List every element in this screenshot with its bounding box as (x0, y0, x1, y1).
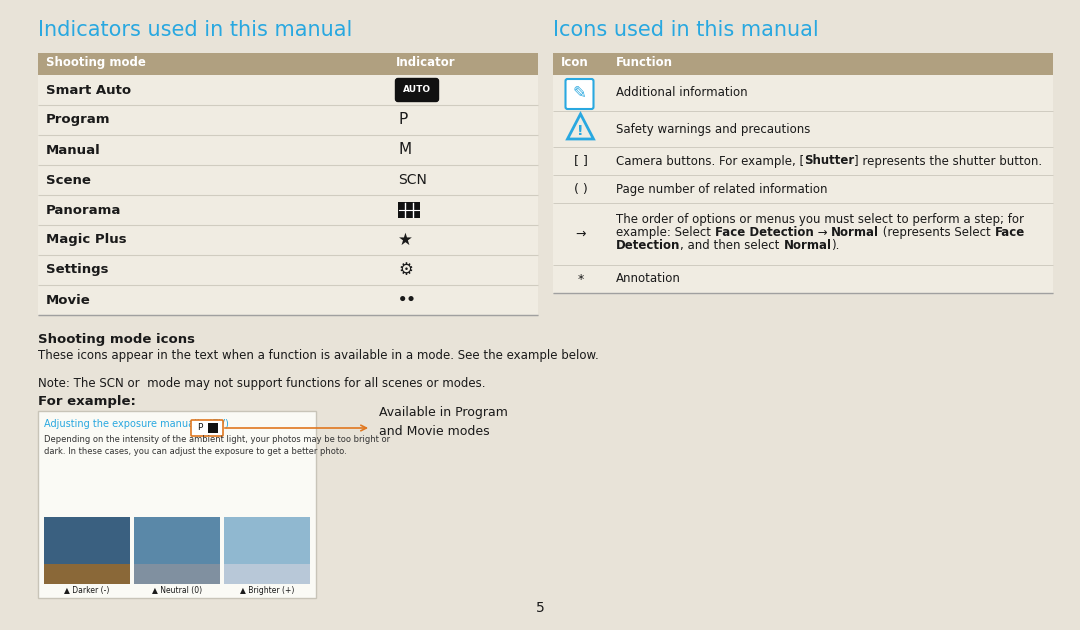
Bar (399, 202, 420, 218)
Text: example: Select: example: Select (616, 226, 715, 239)
Bar (38, 135, 538, 165)
Text: SCN: SCN (399, 173, 427, 187)
Text: Face: Face (995, 226, 1025, 239)
Text: *: * (578, 273, 583, 285)
Text: Function: Function (616, 56, 673, 69)
Text: Note: The SCN or  mode may not support functions for all scenes or modes.: Note: The SCN or mode may not support fu… (38, 377, 486, 390)
Text: Indicators used in this manual: Indicators used in this manual (38, 20, 352, 40)
Bar (553, 203, 1053, 265)
Bar (553, 75, 1053, 111)
Bar (553, 265, 1053, 293)
Bar (38, 255, 538, 285)
Bar (134, 564, 220, 584)
Text: Shooting mode icons: Shooting mode icons (38, 333, 195, 346)
Text: ▲ Darker (-): ▲ Darker (-) (65, 586, 110, 595)
Text: The order of options or menus you must select to perform a step; for: The order of options or menus you must s… (616, 213, 1024, 226)
Bar (38, 105, 538, 135)
Text: Magic Plus: Magic Plus (46, 234, 126, 246)
Text: ).: ). (832, 239, 840, 252)
Text: →: → (813, 226, 831, 239)
Text: These icons appear in the text when a function is available in a mode. See the e: These icons appear in the text when a fu… (38, 349, 598, 362)
Text: ★: ★ (399, 231, 413, 249)
Text: ✎: ✎ (572, 84, 586, 102)
Bar (553, 175, 1053, 203)
Text: 5: 5 (536, 601, 544, 615)
Text: AUTO: AUTO (403, 86, 431, 94)
Text: Detection: Detection (616, 239, 680, 252)
Bar (38, 165, 538, 195)
Text: M: M (399, 142, 411, 158)
Bar (224, 517, 310, 584)
Text: Adjusting the exposure manually (EV): Adjusting the exposure manually (EV) (44, 419, 229, 429)
Text: (represents Select: (represents Select (879, 226, 995, 239)
Text: ] represents the shutter button.: ] represents the shutter button. (854, 154, 1042, 168)
Text: Shooting mode: Shooting mode (46, 56, 146, 69)
Text: Smart Auto: Smart Auto (46, 84, 131, 96)
Text: For example:: For example: (38, 395, 136, 408)
Bar (38, 411, 316, 598)
Text: Normal: Normal (831, 226, 879, 239)
Text: Face Detection: Face Detection (715, 226, 813, 239)
Bar (44, 564, 130, 584)
Text: !: ! (577, 124, 584, 138)
Bar (553, 53, 1053, 75)
Text: Scene: Scene (46, 173, 91, 186)
Text: Annotation: Annotation (616, 273, 680, 285)
Text: Panorama: Panorama (46, 203, 121, 217)
Text: , and then select: , and then select (680, 239, 783, 252)
Text: Normal: Normal (783, 239, 832, 252)
Text: [ ]: [ ] (573, 154, 588, 168)
Text: Additional information: Additional information (616, 86, 747, 100)
Bar (38, 53, 538, 75)
Text: Page number of related information: Page number of related information (616, 183, 827, 195)
Text: Shutter: Shutter (805, 154, 854, 168)
Text: Movie: Movie (46, 294, 91, 307)
Text: Manual: Manual (46, 144, 100, 156)
Bar (553, 147, 1053, 175)
Text: ( ): ( ) (573, 183, 588, 195)
Text: ⚫⚫: ⚫⚫ (399, 295, 417, 305)
Text: →: → (576, 227, 585, 241)
Bar (38, 195, 538, 225)
Text: Icon: Icon (561, 56, 589, 69)
Text: Program: Program (46, 113, 110, 127)
Bar (224, 564, 310, 584)
Bar (134, 517, 220, 584)
Text: Indicator: Indicator (396, 56, 456, 69)
Bar (38, 75, 538, 105)
Text: Settings: Settings (46, 263, 108, 277)
FancyBboxPatch shape (566, 79, 594, 109)
Text: ⚙: ⚙ (399, 261, 413, 279)
Text: P: P (197, 423, 202, 433)
FancyBboxPatch shape (191, 420, 222, 436)
Text: P: P (399, 113, 407, 127)
Text: Safety warnings and precautions: Safety warnings and precautions (616, 122, 810, 135)
Text: Camera buttons. For example, [: Camera buttons. For example, [ (616, 154, 805, 168)
Bar (208, 423, 218, 433)
Bar (553, 111, 1053, 147)
Bar (38, 225, 538, 255)
Text: Depending on the intensity of the ambient light, your photos may be too bright o: Depending on the intensity of the ambien… (44, 435, 390, 455)
Text: ▲ Neutral (0): ▲ Neutral (0) (152, 586, 202, 595)
Bar (44, 517, 130, 584)
Bar (38, 285, 538, 315)
Text: ▲ Brighter (+): ▲ Brighter (+) (240, 586, 294, 595)
FancyBboxPatch shape (395, 79, 438, 101)
Text: Icons used in this manual: Icons used in this manual (553, 20, 819, 40)
Text: Available in Program
and Movie modes: Available in Program and Movie modes (379, 406, 508, 438)
